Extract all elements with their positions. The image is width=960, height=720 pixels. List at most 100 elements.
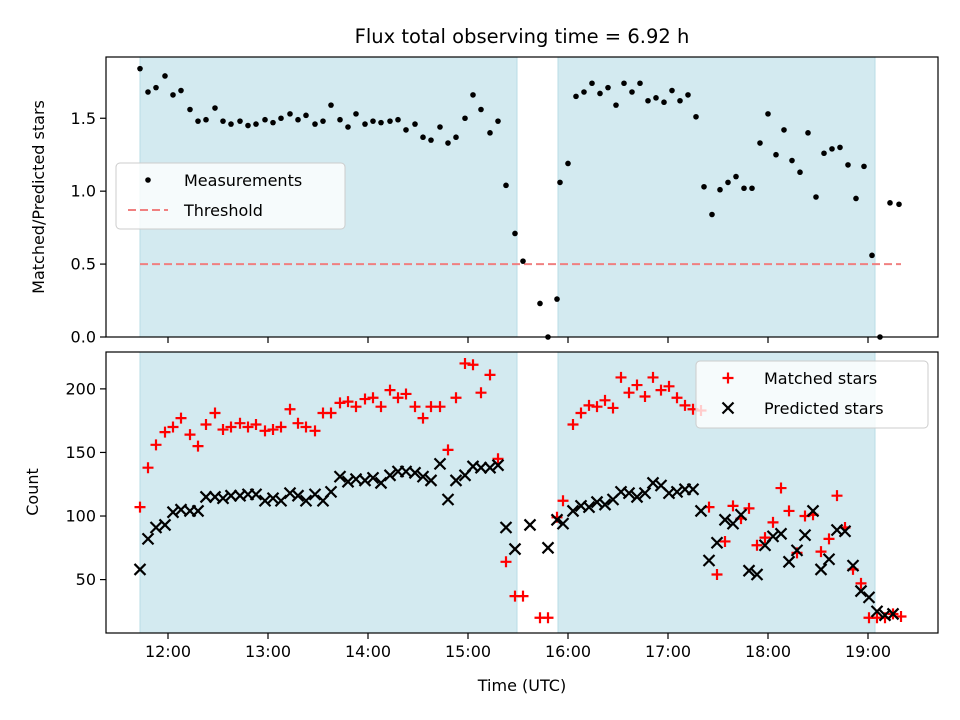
data-point: [434, 401, 446, 413]
data-point: [623, 387, 635, 399]
data-point: [741, 185, 747, 192]
data-point: [831, 490, 843, 502]
data-point: [370, 118, 376, 124]
data-point: [162, 73, 168, 79]
data-point: [599, 394, 611, 406]
data-point: [605, 84, 611, 91]
data-point: [759, 532, 771, 544]
data-point: [710, 536, 724, 550]
data-point: [743, 502, 755, 514]
data-point: [216, 491, 230, 505]
data-point: [887, 200, 893, 206]
data-point: [359, 393, 371, 405]
data-point: [400, 388, 412, 400]
data-point: [886, 607, 900, 621]
y-tick-label: 1.5: [71, 109, 96, 128]
data-point: [300, 421, 312, 433]
data-point: [341, 475, 355, 488]
data-point: [462, 115, 468, 122]
data-point: [395, 116, 401, 123]
data-point: [653, 95, 659, 101]
data-point: [333, 470, 347, 483]
data-point: [677, 97, 683, 104]
data-point: [287, 111, 293, 117]
data-point: [806, 504, 820, 518]
data-point: [854, 584, 868, 598]
data-point: [838, 525, 852, 538]
data-point: [637, 80, 643, 87]
data-point: [781, 127, 787, 133]
data-point: [283, 486, 297, 500]
data-point: [266, 491, 280, 505]
data-point: [797, 169, 803, 176]
data-point: [638, 486, 652, 500]
data-point: [670, 485, 684, 499]
observing-span: [557, 56, 876, 338]
data-point: [565, 160, 571, 167]
data-point: [774, 527, 788, 541]
data-point: [242, 421, 254, 433]
data-point: [837, 144, 843, 151]
data-point: [694, 504, 708, 518]
legend-label: Measurements: [184, 171, 302, 190]
data-point: [353, 111, 359, 117]
y-tick-label: 200: [65, 379, 96, 398]
legend-label: Predicted stars: [764, 399, 884, 418]
data-point: [328, 102, 334, 108]
data-point: [134, 501, 146, 513]
data-point: [861, 163, 867, 170]
data-point: [453, 134, 459, 141]
data-point: [679, 399, 691, 411]
legend: Measurements Threshold: [115, 162, 346, 230]
data-point: [862, 591, 876, 604]
data-point: [392, 392, 404, 404]
data-point: [629, 89, 635, 95]
data-point: [663, 380, 675, 392]
y-tick-label: 50: [76, 570, 96, 589]
data-point: [478, 106, 484, 113]
data-point: [384, 384, 396, 396]
data-point: [141, 532, 155, 546]
data-point: [445, 140, 451, 146]
data-point: [639, 391, 651, 403]
data-point: [789, 157, 795, 164]
data-point: [459, 357, 471, 369]
data-point: [742, 564, 756, 577]
data-point: [195, 118, 201, 124]
data-point: [821, 150, 827, 157]
data-point: [308, 488, 322, 501]
data-point: [541, 541, 555, 555]
data-point: [749, 185, 755, 192]
data-point: [613, 102, 619, 108]
data-point: [220, 118, 226, 124]
data-point: [200, 418, 212, 430]
data-point: [325, 407, 337, 419]
data-point: [192, 440, 204, 452]
data-point: [782, 555, 796, 569]
data-point: [159, 426, 171, 438]
data-point: [433, 457, 447, 471]
data-point: [512, 230, 518, 237]
data-point: [184, 429, 196, 441]
data-point: [191, 504, 205, 518]
data-point: [870, 605, 884, 618]
data-point: [822, 552, 836, 566]
data-point: [250, 418, 262, 430]
data-point: [621, 80, 627, 87]
data-point: [597, 90, 603, 97]
y-tick-label: 150: [65, 443, 96, 462]
data-point: [450, 392, 462, 404]
y-tick-label: 0.5: [71, 255, 96, 274]
data-point: [474, 461, 488, 474]
data-point: [187, 106, 193, 113]
data-point: [408, 466, 422, 480]
data-point: [267, 424, 279, 436]
data-point: [757, 140, 763, 146]
count-panel: 50 100 150 200 12:00 13:00 14:00 15:00 16:00 17:0…: [65, 351, 939, 661]
data-point: [367, 392, 379, 404]
data-point: [767, 516, 779, 528]
legend-box: [695, 360, 929, 429]
data-point: [234, 417, 246, 429]
data-point: [685, 92, 691, 98]
data-point: [719, 535, 731, 547]
